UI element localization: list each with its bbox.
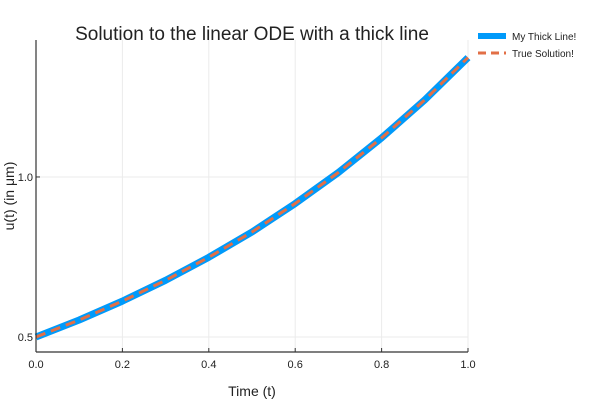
chart-title: Solution to the linear ODE with a thick …	[75, 24, 429, 45]
legend-label: My Thick Line!	[512, 32, 576, 43]
x-tick-label: 0.4	[201, 359, 216, 371]
x-tick-label: 1.0	[460, 359, 475, 371]
series-line-1	[35, 56, 470, 339]
ticks: 0.0 0.2 0.4 0.6 0.8 1.0 0.5 1.0	[18, 172, 476, 371]
legend: My Thick Line! True Solution!	[478, 32, 576, 60]
legend-label: True Solution!	[512, 49, 574, 60]
axes	[35, 40, 468, 353]
y-axis-label: u(t) (in μm)	[1, 162, 17, 231]
x-tick-label: 0.8	[374, 359, 389, 371]
y-tick-label: 0.5	[18, 332, 33, 344]
series-group	[34, 55, 471, 341]
series-line-0	[34, 55, 471, 341]
grid	[35, 40, 469, 352]
x-axis-label: Time (t)	[228, 383, 276, 399]
x-tick-label: 0.6	[288, 359, 303, 371]
x-tick-label: 0.0	[28, 359, 43, 371]
y-tick-label: 1.0	[18, 172, 33, 184]
x-tick-label: 0.2	[115, 359, 130, 371]
